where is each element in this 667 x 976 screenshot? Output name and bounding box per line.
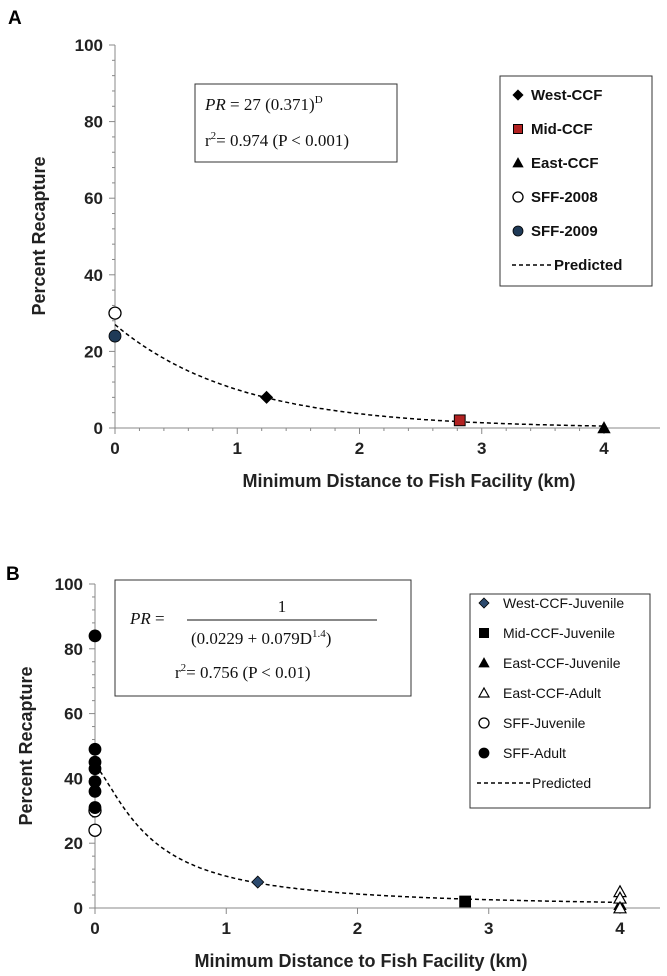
denominator-close: ) bbox=[326, 629, 332, 648]
legend-label: West-CCF-Juvenile bbox=[503, 595, 624, 611]
data-point-west-ccf bbox=[260, 390, 274, 404]
data-point-sff-adult bbox=[88, 784, 102, 798]
r2-rest: = 0.974 (P < 0.001) bbox=[216, 131, 349, 150]
legend-box bbox=[499, 75, 653, 287]
equation-lhs: PR bbox=[204, 95, 226, 114]
x-tick-label: 2 bbox=[355, 439, 364, 458]
r2-sup: 2 bbox=[211, 130, 217, 142]
equation-lhs-label: PR bbox=[129, 609, 151, 628]
x-tick-label: 3 bbox=[484, 919, 493, 938]
legend-label: Predicted bbox=[532, 775, 591, 791]
x-axis-title: Minimum Distance to Fish Facility (km) bbox=[194, 951, 527, 971]
legend-marker bbox=[512, 89, 524, 101]
legend-label: East-CCF-Juvenile bbox=[503, 655, 621, 671]
r2-label: r bbox=[175, 663, 181, 682]
equation-numerator: 1 bbox=[278, 597, 287, 616]
legend-marker bbox=[478, 747, 490, 759]
y-tick-label: 60 bbox=[84, 189, 103, 208]
denominator-exponent: 1.4 bbox=[312, 628, 326, 640]
legend-label: Predicted bbox=[554, 257, 622, 274]
y-tick-label: 20 bbox=[84, 342, 103, 361]
x-tick-label: 4 bbox=[599, 439, 609, 458]
x-tick-label: 2 bbox=[353, 919, 362, 938]
y-tick-label: 80 bbox=[84, 113, 103, 132]
y-tick-label: 0 bbox=[74, 899, 83, 918]
legend-marker bbox=[477, 686, 491, 698]
panel-letter: B bbox=[6, 564, 20, 585]
legend-marker bbox=[478, 597, 490, 609]
equation-denominator: (0.0229 + 0.079D1.4) bbox=[191, 628, 331, 648]
y-tick-label: 100 bbox=[75, 36, 103, 55]
data-point-sff-adult bbox=[88, 629, 102, 643]
equation-box bbox=[114, 579, 412, 697]
data-point-sff-2008 bbox=[108, 306, 122, 320]
x-tick-label: 1 bbox=[233, 439, 242, 458]
data-point-sff-adult bbox=[88, 762, 102, 776]
legend-label: SFF-2009 bbox=[531, 223, 598, 240]
data-point-mid-ccf bbox=[453, 414, 466, 427]
x-tick-label: 1 bbox=[222, 919, 231, 938]
legend-label: Mid-CCF-Juvenile bbox=[503, 625, 615, 641]
denominator-body: (0.0229 + 0.079D bbox=[191, 629, 312, 648]
legend-marker bbox=[512, 157, 524, 168]
predicted-curve bbox=[114, 324, 604, 427]
data-point-sff-juvenile bbox=[88, 823, 102, 837]
x-tick-label: 3 bbox=[477, 439, 486, 458]
y-tick-label: 0 bbox=[94, 419, 103, 438]
data-point-mid-ccf-juvenile bbox=[459, 895, 472, 908]
data-point-west-ccf-juvenile bbox=[251, 875, 265, 889]
legend-marker bbox=[512, 191, 524, 203]
x-tick-label: 0 bbox=[110, 439, 119, 458]
legend-label: SFF-Adult bbox=[503, 745, 566, 761]
legend-marker bbox=[512, 225, 524, 237]
legend-label: West-CCF bbox=[531, 87, 602, 104]
y-axis-title: Percent Recapture bbox=[29, 156, 49, 315]
equation-exponent: D bbox=[315, 94, 323, 106]
r-squared-line: r2= 0.974 (P < 0.001) bbox=[205, 130, 349, 150]
chart-panel-b: B 0 20 40 60 80 100 0 1 2 3 4 Minimum Distance to Fi… bbox=[6, 564, 660, 971]
predicted-curve bbox=[94, 765, 620, 904]
legend-label: SFF-Juvenile bbox=[503, 715, 586, 731]
r-squared-line: r2= 0.756 (P < 0.01) bbox=[175, 662, 311, 682]
legend-marker bbox=[513, 124, 523, 134]
y-tick-label: 20 bbox=[64, 834, 83, 853]
equation-body: = 27 (0.371) bbox=[226, 95, 315, 114]
data-point-sff-adult bbox=[88, 801, 102, 814]
y-tick-label: 100 bbox=[55, 575, 83, 594]
legend-label: Mid-CCF bbox=[531, 121, 593, 138]
panel-letter: A bbox=[8, 8, 22, 29]
data-point-east-ccf bbox=[597, 421, 611, 434]
y-tick-label: 60 bbox=[64, 705, 83, 724]
equation-box bbox=[194, 83, 398, 163]
legend-marker bbox=[478, 657, 490, 668]
equation-lhs: PR = bbox=[129, 609, 165, 628]
legend-label: SFF-2008 bbox=[531, 189, 598, 206]
y-tick-label: 40 bbox=[64, 769, 83, 788]
equation-equals: = bbox=[151, 609, 165, 628]
legend-marker bbox=[479, 628, 489, 638]
r2-sup: 2 bbox=[181, 662, 187, 674]
legend-marker bbox=[478, 717, 490, 729]
legend-label: East-CCF bbox=[531, 155, 599, 172]
y-tick-label: 40 bbox=[84, 266, 103, 285]
x-tick-label: 4 bbox=[615, 919, 625, 938]
chart-panel-a: A 0 20 40 60 80 100 0 1 2 3 4 Minimum Distance to Fi… bbox=[8, 8, 660, 491]
x-axis-title: Minimum Distance to Fish Facility (km) bbox=[242, 471, 575, 491]
legend-box bbox=[469, 593, 651, 809]
y-tick-label: 80 bbox=[64, 640, 83, 659]
r2-rest: = 0.756 (P < 0.01) bbox=[186, 663, 310, 682]
data-point-east-ccf-adult bbox=[612, 900, 628, 914]
equation-line: PR = 27 (0.371)D bbox=[204, 94, 323, 114]
data-point-sff-2009 bbox=[108, 329, 122, 343]
y-axis-title: Percent Recapture bbox=[16, 666, 36, 825]
legend-label: East-CCF-Adult bbox=[503, 685, 601, 701]
data-point-sff-adult bbox=[88, 742, 102, 756]
x-tick-label: 0 bbox=[90, 919, 99, 938]
r2-label: r bbox=[205, 131, 211, 150]
